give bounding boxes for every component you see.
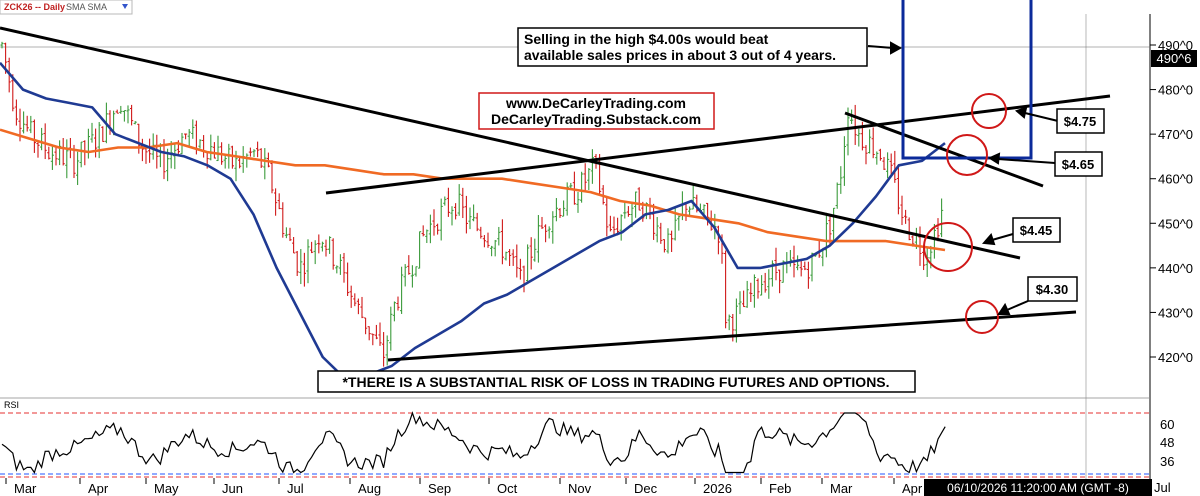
label-475: $4.75 [1064, 114, 1097, 129]
price-tick-label: 420^0 [1158, 350, 1193, 365]
month-label: Jul [287, 481, 304, 496]
substack-url[interactable]: DeCarleyTrading.Substack.com [491, 111, 701, 127]
month-label: Feb [769, 481, 791, 496]
disclaimer-box [317, 370, 916, 393]
month-label: Nov [568, 481, 592, 496]
rsi-tick-36: 36 [1160, 454, 1174, 469]
price-tick-label: 470^0 [1158, 127, 1193, 142]
main-callout-line1: Selling in the high $4.00s would beat [524, 31, 769, 47]
month-label: Aug [358, 481, 381, 496]
current-price-tag [1151, 50, 1197, 67]
month-label: 2026 [703, 481, 732, 496]
arrow-main-icon [890, 41, 903, 55]
support-line [387, 310, 1077, 362]
price-tick-label: 450^0 [1158, 216, 1193, 231]
header-indicator: SMA SMA [66, 2, 107, 12]
trailing-month: Jul [1154, 480, 1171, 495]
dropdown-arrow-icon[interactable] [122, 4, 128, 9]
price-tick-label: 490^0 [1158, 38, 1193, 53]
arrow-445-icon [981, 233, 996, 246]
label-box-475 [1056, 108, 1105, 134]
arrow-430-icon [997, 302, 1011, 315]
header-box [0, 0, 133, 15]
timestamp-box [924, 479, 1152, 496]
label-box-445 [1012, 217, 1061, 243]
month-axis: Mar Apr May Jun Jul Aug Sep Oct Nov Dec 2026 Feb Mar… [5, 478, 923, 496]
main-callout-box [517, 27, 868, 67]
sma-long-line [0, 128, 946, 252]
header-symbol: ZCK26 -- Daily [4, 2, 65, 12]
rsi-tick-60: 60 [1160, 417, 1174, 432]
label-box-465 [1054, 151, 1103, 177]
resistance-line [844, 111, 1044, 188]
label-445: $4.45 [1020, 223, 1053, 238]
website-url[interactable]: www.DeCarleyTrading.com [505, 95, 686, 111]
moving-averages [0, 61, 946, 381]
price-tick-label: 430^0 [1158, 305, 1193, 320]
level-circle-430 [965, 300, 999, 334]
label-box-430 [1027, 276, 1078, 302]
month-label: Oct [497, 481, 518, 496]
month-label: Apr [902, 481, 923, 496]
downtrend-line [0, 26, 1021, 260]
rsi-tick-48: 48 [1160, 435, 1174, 450]
sma-short-line [0, 61, 946, 381]
month-label: Mar [14, 481, 37, 496]
month-label: Mar [830, 481, 853, 496]
month-label: Apr [88, 481, 109, 496]
month-label: Dec [634, 481, 658, 496]
disclaimer-text: *THERE IS A SUBSTANTIAL RISK OF LOSS IN … [342, 374, 889, 390]
target-zone-box [901, 0, 1033, 160]
price-tick-label: 460^0 [1158, 172, 1193, 187]
arrow-475-icon [1015, 106, 1028, 119]
timestamp-text: 06/10/2026 11:20:00 AM (GMT -8) [947, 481, 1129, 495]
month-label: May [154, 481, 179, 496]
level-circle-475 [971, 93, 1007, 129]
price-tick-label: 440^0 [1158, 261, 1193, 276]
label-430: $4.30 [1036, 282, 1069, 297]
rsi-line [1, 411, 946, 474]
label-465: $4.65 [1062, 157, 1095, 172]
level-circle-445 [923, 222, 973, 272]
month-label: Sep [428, 481, 451, 496]
arrow-465-icon [987, 152, 1001, 165]
price-tick-labels: 420^0 430^0 440^0 450^0 460^0 470^0 480^0 490^0 [1150, 38, 1193, 365]
website-callout-box [478, 92, 715, 130]
price-tick-label: 480^0 [1158, 83, 1193, 98]
candles [0, 41, 944, 367]
month-label: Jun [222, 481, 243, 496]
callout-arrows [867, 41, 1059, 315]
main-callout-line2: available sales prices in about 3 out of… [524, 47, 836, 63]
level-circle-465 [946, 134, 988, 176]
trendlines [0, 26, 1111, 362]
rsi-label: RSI [4, 400, 19, 410]
uptrend-channel-line [325, 94, 1111, 195]
current-price-label: 490^6 [1156, 51, 1191, 66]
